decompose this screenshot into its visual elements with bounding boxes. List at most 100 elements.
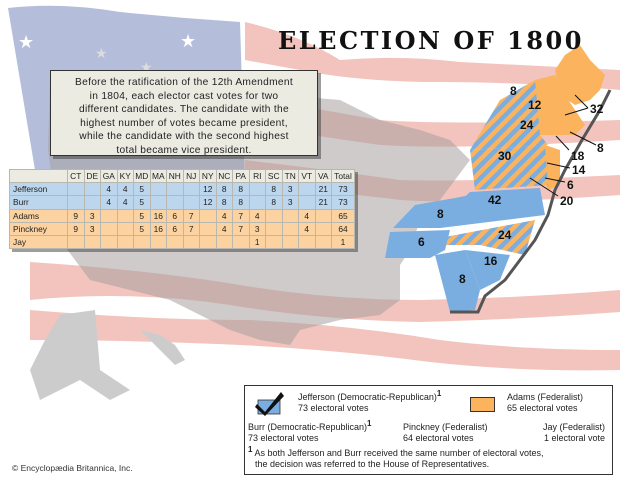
checkmark-blue-swatch-icon <box>255 392 284 416</box>
legend-jefferson: Jefferson (Democratic-Republican)1 73 el… <box>298 389 442 413</box>
table-header: NH <box>166 168 184 184</box>
legend-adams-name: Adams (Federalist) <box>507 392 584 402</box>
state-label-de: 6 <box>567 178 574 192</box>
legend-pinckney-name: Pinckney (Federalist) <box>403 422 488 432</box>
cell: 21 <box>314 195 332 210</box>
cell <box>199 221 217 236</box>
cell-total: 73 <box>331 182 355 197</box>
table-header: VA <box>314 168 332 184</box>
table-header: MA <box>149 168 167 184</box>
footnote-line1: As both Jefferson and Burr received the … <box>254 448 544 458</box>
table-row: Jay 1 1 <box>9 234 355 250</box>
cell <box>298 234 316 250</box>
table-header: Total <box>331 168 355 184</box>
cell: 4 <box>215 221 233 236</box>
legend-jay: Jay (Federalist) 1 electoral vote <box>515 422 605 443</box>
cell: 7 <box>182 208 200 223</box>
cell: 4 <box>298 221 316 236</box>
cell-total: 73 <box>331 195 355 210</box>
table-row: Pinckney 9 3 5 16 6 7 4 7 3 4 64 <box>9 221 355 236</box>
cell <box>83 182 101 197</box>
legend-jay-name: Jay (Federalist) <box>542 422 605 432</box>
candidate-name: Burr <box>9 195 68 210</box>
cell <box>67 195 85 210</box>
cell-total: 65 <box>331 208 355 223</box>
cell <box>182 195 200 210</box>
copyright: © Encyclopædia Britannica, Inc. <box>12 463 133 473</box>
note-line: Before the ratification of the 12th Amen… <box>75 77 293 88</box>
state-pennsylvania <box>470 145 548 190</box>
cell: 3 <box>83 208 101 223</box>
cell <box>133 234 151 250</box>
state-label-md: 20 <box>560 194 574 208</box>
legend-adams: Adams (Federalist) 65 electoral votes <box>507 392 583 413</box>
cell: 9 <box>67 208 85 223</box>
cell: 6 <box>166 208 184 223</box>
cell-total: 64 <box>331 221 355 236</box>
state-label-nj: 14 <box>572 163 586 177</box>
table-header: NY <box>199 168 217 184</box>
table-header: GA <box>100 168 118 184</box>
legend-burr-votes: 73 electoral votes <box>248 432 319 443</box>
legend-jefferson-name: Jefferson (Democratic-Republican) <box>298 392 437 402</box>
cell: 4 <box>248 208 266 223</box>
cell <box>116 221 134 236</box>
candidate-name: Jefferson <box>9 182 68 197</box>
candidate-name: Jay <box>9 234 68 250</box>
cell: 16 <box>149 208 167 223</box>
state-label-ga: 8 <box>459 272 466 286</box>
cell <box>265 221 283 236</box>
state-label-ri: 8 <box>597 141 604 155</box>
footnote-line2: the decision was referred to the House o… <box>255 458 490 469</box>
table-header: KY <box>116 168 134 184</box>
table-header: CT <box>67 168 85 184</box>
cell: 4 <box>100 195 118 210</box>
cell: 6 <box>166 221 184 236</box>
cell <box>232 234 250 250</box>
cell: 3 <box>281 195 299 210</box>
cell <box>314 221 332 236</box>
cell: 8 <box>215 195 233 210</box>
cell: 8 <box>215 182 233 197</box>
cell: 5 <box>133 208 151 223</box>
leader-lines <box>529 94 597 197</box>
cell: 21 <box>314 182 332 197</box>
cell: 7 <box>182 221 200 236</box>
cell: 5 <box>133 221 151 236</box>
table-header: PA <box>232 168 250 184</box>
cell <box>83 195 101 210</box>
alaska-shape <box>30 310 130 400</box>
state-new-hampshire-vermont-massachusetts <box>530 75 585 135</box>
table-header: VT <box>298 168 316 184</box>
cell: 3 <box>281 182 299 197</box>
explanation-note: Before the ratification of the 12th Amen… <box>50 70 318 156</box>
cell: 3 <box>83 221 101 236</box>
cell: 12 <box>199 195 217 210</box>
state-new-york <box>470 80 548 150</box>
cell <box>166 234 184 250</box>
cell: 9 <box>67 221 85 236</box>
state-label-vt: 8 <box>510 84 517 98</box>
table-header-row: CT DE GA KY MD MA NH NJ NY NC PA RI SC T… <box>9 168 355 184</box>
legend-pinckney: Pinckney (Federalist) 64 electoral votes <box>403 422 488 443</box>
table-header: DE <box>83 168 101 184</box>
cell: 4 <box>116 195 134 210</box>
svg-text:★: ★ <box>180 31 196 51</box>
cell <box>281 221 299 236</box>
table-row: Burr 4 4 5 12 8 8 8 3 21 73 <box>9 195 355 210</box>
cell: 8 <box>265 195 283 210</box>
state-north-carolina <box>445 220 535 255</box>
cell <box>298 195 316 210</box>
note-line: different candidates. The candidate with… <box>79 104 289 115</box>
table-header-blank <box>9 168 68 184</box>
table-header: NC <box>215 168 233 184</box>
cell <box>281 208 299 223</box>
legend: Jefferson (Democratic-Republican)1 73 el… <box>244 385 613 475</box>
legend-jay-votes: 1 electoral vote <box>543 432 605 443</box>
footnote-mark: 1 <box>436 389 442 398</box>
legend-footnote: 1 As both Jefferson and Burr received th… <box>248 445 544 469</box>
state-label-ma: 32 <box>590 102 604 116</box>
cell: 8 <box>232 182 250 197</box>
cell: 1 <box>248 234 266 250</box>
flag-stars: ★ ★ ★ ★ <box>18 31 196 75</box>
